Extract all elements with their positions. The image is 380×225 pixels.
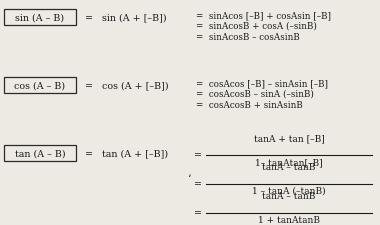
Bar: [4, 10, 76, 26]
Text: 1 – tanA (–tanB): 1 – tanA (–tanB): [252, 186, 326, 195]
Text: =: =: [194, 180, 202, 189]
Text: =  cosAcosB – sinA (–sinB): = cosAcosB – sinA (–sinB): [196, 90, 314, 99]
Text: tanA + tan [–B]: tanA + tan [–B]: [253, 133, 325, 142]
Text: =  sinAcosB – cosAsinB: = sinAcosB – cosAsinB: [196, 33, 300, 42]
Text: =  cosAcos [–B] – sinAsin [–B]: = cosAcos [–B] – sinAsin [–B]: [196, 79, 328, 88]
Text: =   tan (A + [–B]): = tan (A + [–B]): [85, 149, 168, 158]
Text: cos (A – B): cos (A – B): [14, 81, 66, 90]
Bar: [4, 145, 76, 161]
Text: =  sinAcos [–B] + cosAsin [–B]: = sinAcos [–B] + cosAsin [–B]: [196, 11, 331, 20]
Text: =   cos (A + [–B]): = cos (A + [–B]): [85, 81, 169, 90]
Text: 1– tanAtan[–B]: 1– tanAtan[–B]: [255, 157, 323, 166]
Text: =: =: [194, 151, 202, 160]
Text: tan (A – B): tan (A – B): [15, 149, 65, 158]
Text: =   sin (A + [–B]): = sin (A + [–B]): [85, 14, 166, 22]
Text: sin (A – B): sin (A – B): [16, 14, 65, 22]
Text: =  cosAcosB + sinAsinB: = cosAcosB + sinAsinB: [196, 101, 303, 110]
Bar: [4, 78, 76, 94]
Text: tanA – tanB: tanA – tanB: [262, 191, 316, 200]
Text: ‘: ‘: [188, 174, 192, 184]
Text: =: =: [194, 209, 202, 218]
Text: 1 + tanAtanB: 1 + tanAtanB: [258, 215, 320, 224]
Text: tanA – tanB: tanA – tanB: [262, 162, 316, 171]
Text: =  sinAcosB + cosA (–sinB): = sinAcosB + cosA (–sinB): [196, 22, 317, 31]
